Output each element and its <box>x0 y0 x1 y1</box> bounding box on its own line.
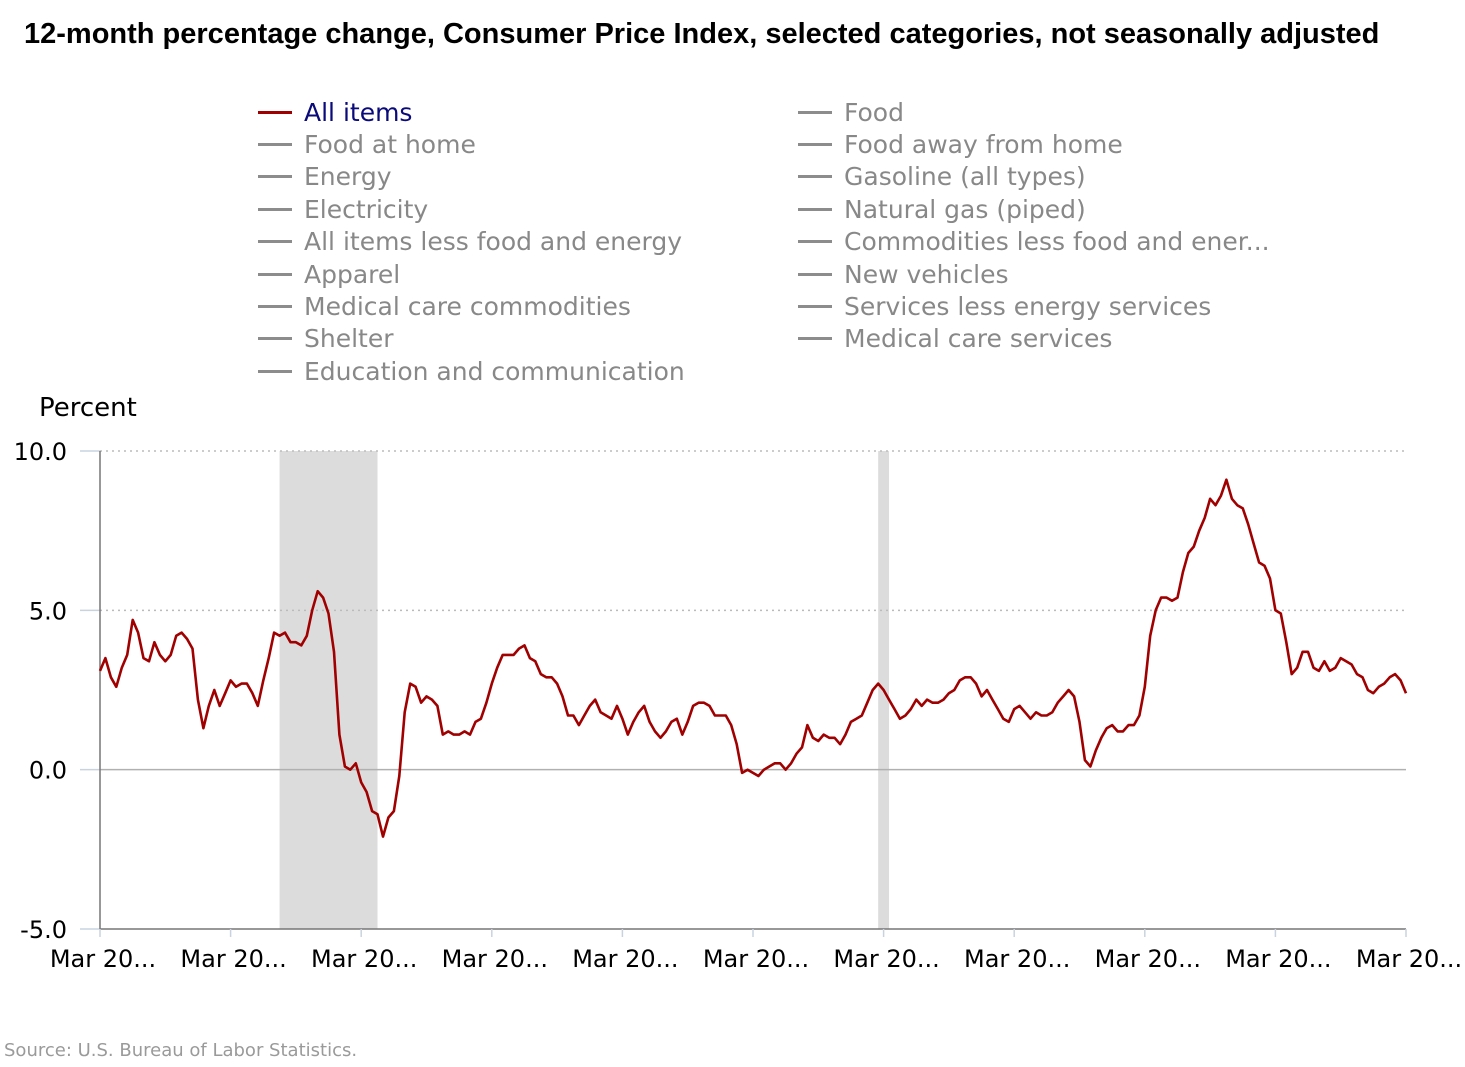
x-tick-label: Mar 20... <box>572 945 678 973</box>
legend-label: Services less energy services <box>844 292 1212 322</box>
recession-band <box>279 451 378 929</box>
legend-swatch <box>258 143 292 147</box>
legend-item[interactable]: Medical care commodities <box>258 290 685 322</box>
legend-label: Apparel <box>304 259 401 289</box>
legend-item[interactable]: Gasoline (all types) <box>798 161 1270 193</box>
legend-label: Electricity <box>304 194 429 224</box>
legend-item[interactable]: Services less energy services <box>798 290 1270 322</box>
legend-swatch <box>258 337 292 341</box>
legend-item[interactable]: Electricity <box>258 193 685 225</box>
legend-swatch <box>258 175 292 179</box>
y-tick-label: 5.0 <box>29 597 67 625</box>
legend-item[interactable]: Commodities less food and ener... <box>798 226 1270 258</box>
x-tick-label: Mar 20... <box>964 945 1070 973</box>
legend-label: Energy <box>304 162 392 192</box>
legend-swatch <box>798 143 832 147</box>
legend-swatch <box>798 272 832 276</box>
legend-label: Medical care commodities <box>304 292 631 322</box>
x-tick-label: Mar 20... <box>703 945 809 973</box>
legend-label: Natural gas (piped) <box>844 194 1086 224</box>
legend-item[interactable]: Education and communication <box>258 355 685 387</box>
legend-swatch <box>258 369 292 373</box>
x-tick-label: Mar 20... <box>311 945 417 973</box>
series-layer <box>98 478 1408 838</box>
legend-label: All items less food and energy <box>304 227 683 257</box>
x-tick-label: Mar 20... <box>1225 945 1331 973</box>
y-axis-title: Percent <box>39 393 137 423</box>
y-tick-label: 10.0 <box>14 438 67 466</box>
legend-item[interactable]: All items less food and energy <box>258 226 685 258</box>
legend-item[interactable]: Natural gas (piped) <box>798 193 1270 225</box>
legend-swatch <box>258 110 292 114</box>
legend-label: Commodities less food and ener... <box>844 227 1270 257</box>
legend-item[interactable]: Food <box>798 96 1270 128</box>
legend-item[interactable]: Shelter <box>258 323 685 355</box>
legend-swatch <box>798 207 832 211</box>
legend-label: Food at home <box>304 130 476 160</box>
legend-label: Gasoline (all types) <box>844 162 1086 192</box>
legend-label: Shelter <box>304 324 394 354</box>
legend-column-2: Food Food away from home Gasoline (all typ… <box>798 96 1270 355</box>
source-note: Source: U.S. Bureau of Labor Statistics. <box>4 1040 358 1061</box>
recession-bands <box>279 451 890 929</box>
y-tick-label: -5.0 <box>20 916 67 944</box>
legend-item[interactable]: Food at home <box>258 128 685 160</box>
legend-item[interactable]: Energy <box>258 161 685 193</box>
y-tick-label: 0.0 <box>29 757 67 785</box>
x-tick-label: Mar 20... <box>50 945 156 973</box>
legend-item[interactable]: Food away from home <box>798 128 1270 160</box>
legend-label: Education and communication <box>304 356 685 386</box>
legend-label: Medical care services <box>844 324 1113 354</box>
x-tick-label: Mar 20... <box>1095 945 1201 973</box>
legend-label: All items <box>304 97 413 127</box>
legend-item[interactable]: New vehicles <box>798 258 1270 290</box>
legend-item[interactable]: Apparel <box>258 258 685 290</box>
legend-swatch <box>798 175 832 179</box>
legend-label: New vehicles <box>844 259 1009 289</box>
chart-title: 12-month percentage change, Consumer Pri… <box>24 18 1380 50</box>
x-tick-label: Mar 20... <box>833 945 939 973</box>
legend-swatch <box>258 207 292 211</box>
legend-swatch <box>798 110 832 114</box>
legend-label: Food away from home <box>844 130 1123 160</box>
legend-item[interactable]: All items <box>258 96 685 128</box>
legend-swatch <box>258 305 292 309</box>
gridlines <box>100 450 1406 771</box>
legend-swatch <box>258 240 292 244</box>
legend-swatch <box>798 337 832 341</box>
x-tick-label: Mar 20... <box>180 945 286 973</box>
legend-item[interactable]: Medical care services <box>798 323 1270 355</box>
legend-column-1: All items Food at home Energy Electricity Al… <box>258 96 685 388</box>
x-tick-label: Mar 20... <box>442 945 548 973</box>
legend-swatch <box>258 272 292 276</box>
x-tick-label: Mar 20... <box>1356 945 1462 973</box>
series-line-all-items <box>98 478 1408 838</box>
legend-swatch <box>798 305 832 309</box>
legend-label: Food <box>844 97 904 127</box>
legend-swatch <box>798 240 832 244</box>
